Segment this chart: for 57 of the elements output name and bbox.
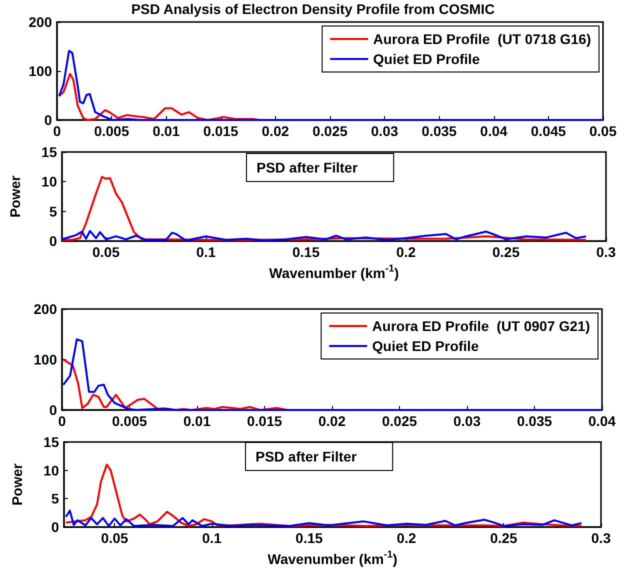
y-tick-label: 200 xyxy=(34,301,58,317)
x-tick-label: 0.05 xyxy=(589,123,617,139)
x-tick-label: 0.15 xyxy=(292,244,320,260)
annotation: PSD after Filter xyxy=(256,448,358,464)
legend-label: Aurora ED Profile (UT 0907 G21) xyxy=(372,318,590,334)
annotation: PSD after Filter xyxy=(256,160,358,176)
legend-label: Quiet ED Profile xyxy=(373,51,480,67)
x-tick-label: 0.035 xyxy=(422,123,457,139)
y-tick-label: 100 xyxy=(28,63,52,79)
x-tick-label: 0.025 xyxy=(312,123,348,139)
chart-title: PSD Analysis of Electron Density Profile from COSMIC xyxy=(131,1,495,17)
y-tick-label: 5 xyxy=(49,203,58,220)
x-tick-label: 0.05 xyxy=(92,244,120,260)
x-tick-label: 0.02 xyxy=(318,413,346,429)
x-tick-label: 0.04 xyxy=(480,123,508,139)
x-tick-label: 0.005 xyxy=(112,413,148,429)
y-tick-label: 10 xyxy=(41,174,58,190)
y-axis-title: Power xyxy=(9,462,25,506)
y-tick-label: 0 xyxy=(44,112,52,128)
y-tick-label: 15 xyxy=(41,144,58,160)
x-tick-label: 0.005 xyxy=(94,123,130,139)
line-series xyxy=(64,510,583,527)
x-tick-label: 0.035 xyxy=(516,413,552,429)
y-tick-label: 0 xyxy=(49,402,58,418)
x-tick-label: 0.025 xyxy=(382,413,418,429)
x-tick-label: 0.03 xyxy=(370,123,398,139)
x-tick-label: 0.015 xyxy=(246,413,282,429)
x-tick-label: 0.25 xyxy=(490,530,518,546)
legend-label: Aurora ED Profile (UT 0718 G16) xyxy=(373,31,592,47)
x-tick-label: 0.2 xyxy=(396,530,416,546)
x-tick-label: 0.03 xyxy=(453,413,481,429)
x-tick-label: 0.01 xyxy=(152,123,180,139)
x-tick-label: 0.3 xyxy=(596,244,616,260)
x-tick-label: 0.01 xyxy=(183,413,211,429)
y-tick-label: 100 xyxy=(34,352,58,368)
y-tick-label: 200 xyxy=(28,14,52,30)
x-tick-label: 0.045 xyxy=(530,123,566,139)
y-tick-label: 15 xyxy=(43,434,60,450)
x-tick-label: 0.05 xyxy=(100,530,128,546)
x-tick-label: 0.02 xyxy=(262,123,290,139)
x-tick-label: 0.15 xyxy=(296,530,323,546)
line-series xyxy=(64,464,583,527)
x-tick-label: 0.015 xyxy=(203,123,239,139)
x-tick-label: 0.1 xyxy=(196,244,216,260)
x-tick-label: 0.1 xyxy=(202,530,222,546)
legend-label: Quiet ED Profile xyxy=(372,338,479,354)
y-tick-label: 10 xyxy=(43,462,60,478)
y-tick-label: 5 xyxy=(51,490,60,507)
y-axis-title: Power xyxy=(7,174,23,218)
y-tick-label: 0 xyxy=(51,519,60,536)
x-tick-label: 0.2 xyxy=(396,244,416,260)
x-tick-label: 0.25 xyxy=(492,244,520,260)
x-tick-label: 0.04 xyxy=(588,413,616,429)
x-tick-label: 0.3 xyxy=(591,530,611,546)
y-tick-label: 0 xyxy=(49,233,58,250)
line-series xyxy=(61,176,587,241)
line-series xyxy=(61,230,587,242)
